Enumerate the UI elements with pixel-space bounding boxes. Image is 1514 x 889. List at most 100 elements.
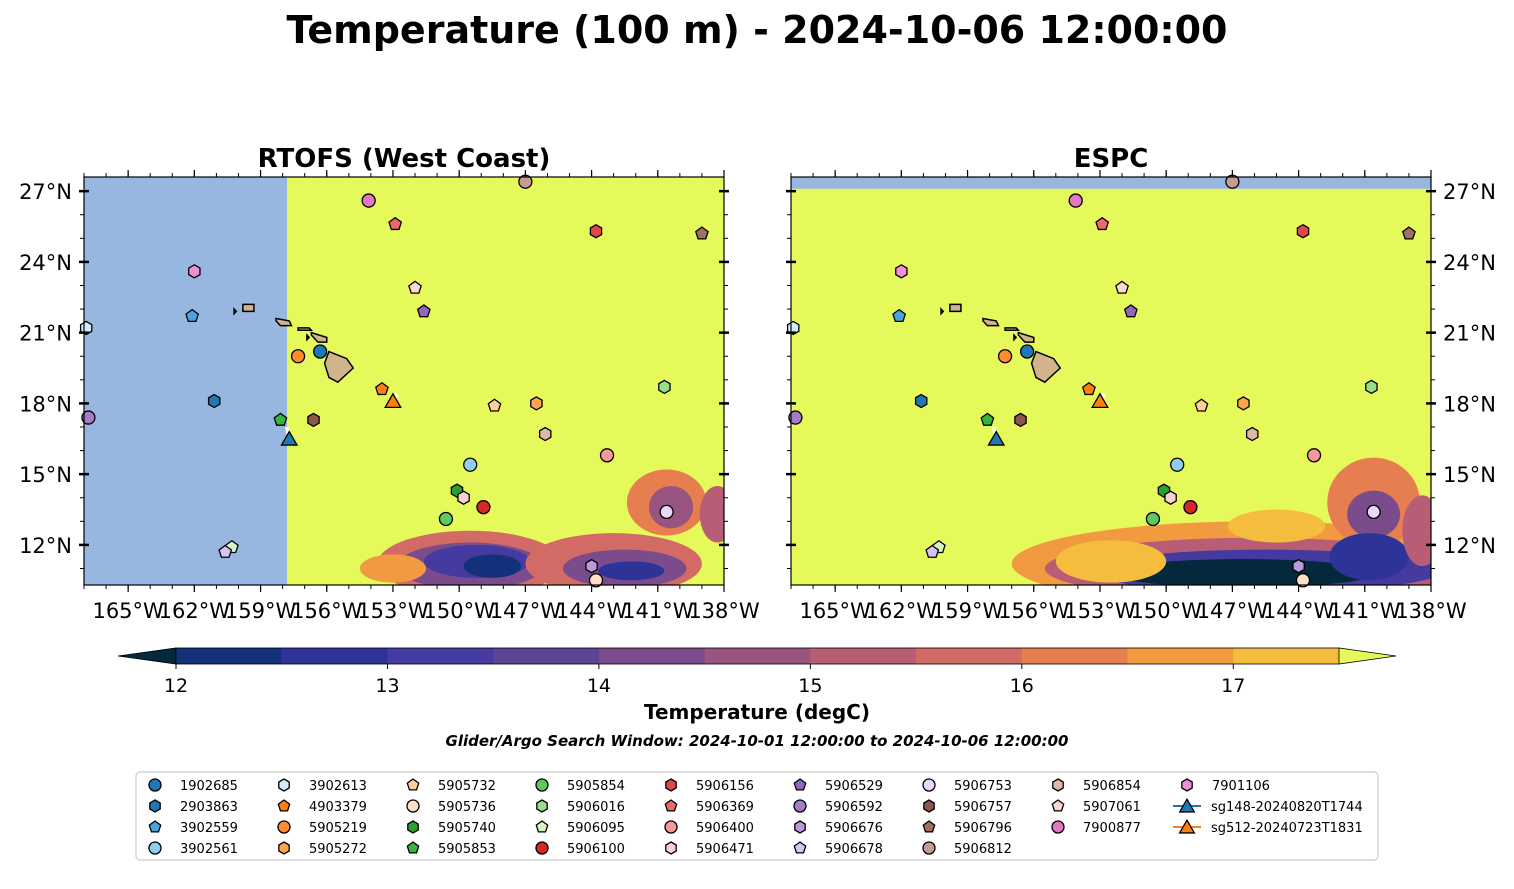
legend-marker-sg512-20240723T1831 — [1178, 818, 1196, 834]
temperature-contour — [1055, 540, 1167, 583]
temperature-contour — [598, 561, 665, 581]
legend-marker-5906854 — [1052, 778, 1064, 792]
colorbar-tick-label: 17 — [1221, 675, 1245, 697]
x-tick-label: 144°W — [556, 599, 628, 623]
float-5905853 — [273, 412, 288, 426]
y-tick-label: 18°N — [19, 392, 72, 416]
float-5906100 — [1183, 500, 1198, 515]
legend-label: 5906156 — [696, 779, 754, 794]
legend-marker-3902559 — [148, 820, 162, 833]
colorbar-tick-label: 12 — [164, 675, 188, 697]
glider-sg148-20240820T1744 — [280, 430, 299, 446]
float-5905736 — [588, 573, 604, 588]
float-3902613 — [786, 320, 800, 336]
colorbar-segment — [1233, 648, 1340, 664]
legend-label: 5906796 — [954, 821, 1012, 836]
espc-temperature-field — [791, 177, 1431, 585]
island — [940, 307, 945, 316]
float-5906471 — [1164, 490, 1177, 505]
x-tick-label: 144°W — [1263, 599, 1335, 623]
legend-marker-5907061 — [1051, 799, 1065, 812]
colorbar-segment — [281, 648, 388, 664]
temperature-contour — [1329, 533, 1409, 581]
float-5906592 — [81, 410, 96, 425]
float-5906678 — [925, 544, 940, 558]
float-5906100 — [476, 500, 491, 515]
legend-label: 5906400 — [696, 821, 754, 836]
float-5906016 — [1365, 379, 1378, 395]
legend-label: 7900877 — [1083, 821, 1141, 836]
float-5906156 — [1296, 223, 1310, 239]
legend-marker-3902613 — [278, 778, 290, 792]
island — [297, 327, 314, 332]
float-5905219 — [290, 349, 306, 364]
float-3902561 — [463, 457, 478, 472]
colorbar-tick-label: 16 — [1010, 675, 1034, 697]
legend-label: 5907061 — [1083, 800, 1141, 815]
colorbar-segment — [916, 648, 1023, 664]
legend-label: 3902561 — [180, 842, 238, 857]
legend-marker-5905219 — [277, 820, 291, 834]
legend-label: 3902559 — [180, 821, 238, 836]
float-5905736 — [1295, 573, 1311, 588]
warm-field — [791, 177, 1431, 585]
colorbar-segment — [704, 648, 811, 664]
y-tick-label: 21°N — [1443, 322, 1496, 346]
float-2903863 — [207, 393, 221, 409]
temperature-contour — [463, 554, 521, 578]
legend-marker-5906812 — [922, 841, 936, 855]
x-tick-label: 141°W — [622, 599, 694, 623]
rtofs-axes: 165°W162°W159°W156°W153°W150°W147°W144°W… — [19, 170, 760, 623]
float-5906400 — [599, 448, 615, 463]
island — [1017, 331, 1035, 343]
rtofs-frame — [83, 176, 725, 586]
colorbar-tick-label: 14 — [587, 675, 611, 697]
no-data-region — [791, 177, 1431, 189]
legend-marker-5905736 — [406, 799, 420, 813]
espc-land — [940, 303, 1062, 384]
legend-marker-5906095 — [535, 820, 549, 833]
legend-marker-5906156 — [665, 778, 677, 792]
legend-label: sg148-20240820T1744 — [1211, 800, 1363, 815]
y-tick-label: 24°N — [19, 251, 72, 275]
legend-label: 2903863 — [180, 800, 238, 815]
legend-marker-7901106 — [1181, 778, 1193, 792]
x-tick-label: 153°W — [1064, 599, 1136, 623]
y-tick-label: 12°N — [1443, 534, 1496, 558]
float-5906753 — [1366, 504, 1381, 520]
legend-label: 5906812 — [954, 842, 1012, 857]
x-tick-label: 156°W — [291, 599, 363, 623]
espc-axes: 165°W162°W159°W156°W153°W150°W147°W144°W… — [786, 170, 1496, 623]
legend-label: 5906757 — [954, 800, 1012, 815]
glider-sg512-20240723T1831 — [384, 392, 402, 409]
legend-label: 5906676 — [825, 821, 883, 836]
legend-label: 5906471 — [696, 842, 754, 857]
colorbar-tick-label: 15 — [798, 675, 822, 697]
legend-label: 5906529 — [825, 779, 883, 794]
y-tick-label: 27°N — [1443, 180, 1496, 204]
island — [323, 350, 355, 384]
legend-label: 7901106 — [1212, 779, 1270, 794]
x-tick-label: 147°W — [490, 599, 562, 623]
x-tick-label: 138°W — [1395, 599, 1467, 623]
search-window-note: Glider/Argo Search Window: 2024-10-01 12… — [446, 732, 1069, 750]
float-5905272 — [530, 396, 543, 411]
panel-rtofs: RTOFS (West Coast) 165°W162°W159°W156°W1… — [19, 144, 760, 623]
legend-marker-5905740 — [407, 820, 419, 834]
float-5906854 — [538, 426, 552, 442]
y-tick-label: 27°N — [19, 180, 72, 204]
legend-marker-5906678 — [793, 841, 807, 854]
x-tick-label: 162°W — [866, 599, 938, 623]
panel-espc: ESPC 165°W162°W159°W156°W153°W150°W147°W… — [786, 144, 1496, 623]
float-7901106 — [188, 264, 201, 279]
legend-marker-5906757 — [923, 799, 935, 813]
y-tick-label: 21°N — [19, 322, 72, 346]
island — [233, 307, 238, 316]
no-data-region — [84, 177, 288, 585]
colorbar-extend-low — [117, 647, 177, 665]
rtofs-markers — [79, 174, 709, 588]
island — [310, 331, 328, 343]
float-5906400 — [1306, 448, 1322, 463]
legend-marker-5906592 — [793, 799, 807, 813]
y-tick-label: 24°N — [1443, 251, 1496, 275]
